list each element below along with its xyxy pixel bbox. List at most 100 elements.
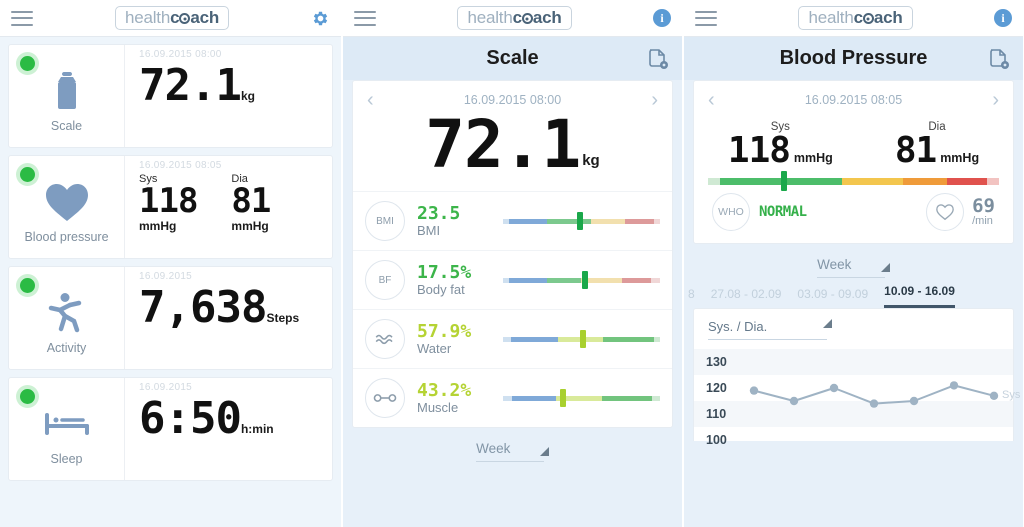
- sys-unit: mmHg: [139, 219, 177, 233]
- metric-row-bmi[interactable]: BMI 23.5 BMI: [353, 191, 672, 250]
- metric-text: 17.5% Body fat: [405, 263, 497, 297]
- metric-row-muscle[interactable]: 43.2% Muscle: [353, 368, 672, 427]
- sys-value: 118: [727, 130, 791, 171]
- metric-text: 23.5 BMI: [405, 204, 497, 238]
- app-logo: healthc ach: [457, 6, 572, 30]
- prev-date-button[interactable]: ‹: [367, 89, 374, 111]
- sys-label: Sys: [770, 121, 790, 133]
- logo-text-light: health: [124, 8, 171, 27]
- dia-group: Dia 81 mmHg: [231, 173, 271, 233]
- dia-label: Dia: [928, 121, 946, 133]
- tab-week-0[interactable]: 8: [688, 287, 695, 301]
- tab-week-3[interactable]: 10.09 - 16.09: [884, 284, 955, 308]
- device-tile-list: Scale 16.09.2015 08:00 72.1kg: [0, 37, 341, 481]
- weight-readout: 72.1 kg: [353, 112, 672, 191]
- bed-icon: [43, 401, 91, 447]
- tile-activity[interactable]: Activity 16.09.2015 7,638Steps: [8, 266, 333, 370]
- series-selector[interactable]: Sys. / Dia.: [694, 318, 1013, 340]
- who-badge-icon: WHO: [712, 193, 750, 231]
- y-tick-110: 110: [706, 407, 727, 421]
- page-title: Scale: [486, 47, 539, 69]
- target-icon: [521, 13, 533, 24]
- app-logo: healthc ach: [114, 6, 230, 30]
- info-icon[interactable]: i: [994, 9, 1012, 27]
- y-tick-130: 130: [706, 355, 727, 369]
- metric-name: Body fat: [417, 282, 465, 297]
- tile-unit: Steps: [266, 311, 300, 325]
- target-icon: [179, 13, 191, 24]
- screen-header: Blood Pressure: [684, 37, 1023, 80]
- current-date: 16.09.2015 08:00: [463, 93, 562, 107]
- bmi-range-bar: [503, 212, 660, 230]
- screen-header: Scale: [343, 37, 682, 80]
- next-date-button[interactable]: ›: [651, 89, 658, 111]
- tile-label: Sleep: [50, 451, 83, 466]
- metric-text: 43.2% Muscle: [405, 381, 497, 415]
- hamburger-icon[interactable]: [11, 10, 33, 26]
- range-selector-week[interactable]: Week: [343, 428, 682, 462]
- range-selector-week[interactable]: Week: [684, 244, 1023, 278]
- y-tick-120: 120: [706, 381, 727, 395]
- top-bar: healthc ach i: [684, 0, 1023, 37]
- y-tick-100: 100: [706, 433, 727, 447]
- tile-icon-column: Scale: [9, 45, 125, 147]
- tile-scale[interactable]: Scale 16.09.2015 08:00 72.1kg: [8, 44, 333, 148]
- sys-group: Sys 118 mmHg: [728, 121, 833, 169]
- bodyfat-range-bar: [503, 271, 660, 289]
- metric-name: Water: [417, 341, 452, 356]
- tab-week-2[interactable]: 03.09 - 09.09: [797, 287, 869, 301]
- logo-text-c: c: [853, 8, 863, 27]
- tile-timestamp: 16.09.2015 08:00: [139, 49, 222, 60]
- info-icon[interactable]: i: [653, 9, 671, 27]
- tile-blood-pressure[interactable]: Blood pressure 16.09.2015 08:05 Sys 118 …: [8, 155, 333, 259]
- next-date-button[interactable]: ›: [992, 89, 999, 111]
- gear-icon[interactable]: [311, 9, 330, 28]
- logo-text-dark: ach: [190, 8, 220, 27]
- scale-card: ‹ 16.09.2015 08:00 › 72.1 kg BMI 23.5 BMI: [352, 80, 673, 428]
- tile-icon-column: Activity: [9, 267, 125, 369]
- tile-label: Scale: [50, 118, 83, 133]
- document-settings-icon[interactable]: [988, 48, 1010, 77]
- runner-icon: [46, 290, 88, 336]
- weight-icon: [50, 68, 84, 114]
- metric-row-bodyfat[interactable]: BF 17.5% Body fat: [353, 250, 672, 309]
- date-navigator: ‹ 16.09.2015 08:05 ›: [694, 81, 1013, 113]
- muscle-badge-icon: [365, 378, 405, 418]
- status-dot: [20, 56, 35, 71]
- tile-timestamp: 16.09.2015 08:05: [139, 160, 222, 171]
- tile-timestamp: 16.09.2015: [139, 382, 193, 393]
- tile-sleep[interactable]: Sleep 16.09.2015 6:50h:min: [8, 377, 333, 481]
- logo-text-light: health: [808, 8, 854, 27]
- range-selector-label: Week: [476, 441, 545, 462]
- tile-value-column: 16.09.2015 08:00 72.1kg: [125, 45, 332, 147]
- metric-row-water[interactable]: 57.9% Water: [353, 309, 672, 368]
- weight-unit: kg: [582, 152, 600, 169]
- panel-dashboard: healthc ach Scale: [0, 0, 341, 527]
- water-range-bar: [503, 330, 660, 348]
- tile-value-column: 16.09.2015 6:50h:min: [125, 378, 332, 480]
- tab-week-1[interactable]: 27.08 - 02.09: [710, 287, 782, 301]
- week-tab-strip: 8 27.08 - 02.09 03.09 - 09.09 10.09 - 16…: [684, 278, 1023, 308]
- hamburger-icon[interactable]: [695, 10, 717, 26]
- metric-name: Muscle: [417, 400, 459, 415]
- app-logo: healthc ach: [798, 6, 913, 30]
- prev-date-button[interactable]: ‹: [708, 89, 715, 111]
- status-dot: [20, 389, 35, 404]
- dia-unit: mmHg: [940, 151, 980, 165]
- metric-text: 57.9% Water: [405, 322, 497, 356]
- document-settings-icon[interactable]: [647, 48, 669, 77]
- dia-label: Dia: [231, 173, 248, 185]
- tile-label: Blood pressure: [24, 229, 109, 244]
- panel-scale-detail: healthc ach i Scale ‹ 16.09.2015 08:00 ›: [341, 0, 682, 527]
- bp-chart-svg: [749, 381, 999, 408]
- bp-readout: Sys 118 mmHg Dia 81 mmHg: [694, 113, 1013, 171]
- blood-pressure-card: ‹ 16.09.2015 08:05 › Sys 118 mmHg Dia 81: [693, 80, 1014, 244]
- hamburger-icon[interactable]: [354, 10, 376, 26]
- pulse-group: 69 /min: [926, 193, 995, 231]
- tile-value: 6:50: [139, 393, 242, 444]
- heart-icon: [44, 179, 90, 225]
- metric-name: BMI: [417, 223, 441, 238]
- tile-unit: kg: [240, 89, 255, 103]
- dia-unit: mmHg: [231, 219, 269, 233]
- bodyfat-marker: [581, 271, 588, 289]
